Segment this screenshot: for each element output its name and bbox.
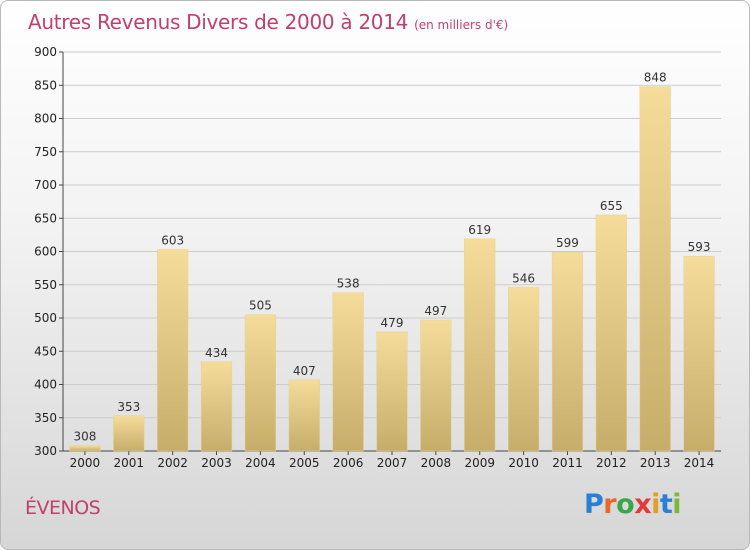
bar-value-label: 353 <box>117 400 140 414</box>
bar <box>420 319 452 452</box>
x-tick-label: 2010 <box>508 456 539 470</box>
chart-unit: (en milliers d'€) <box>414 18 509 32</box>
bar <box>595 214 627 452</box>
y-tick-label: 300 <box>34 444 57 458</box>
x-tick-label: 2011 <box>552 456 583 470</box>
x-tick-label: 2003 <box>201 456 232 470</box>
tick-labels: 300 350 400 450 500 550 600 650 700 750 800 850 900 2… <box>34 45 714 470</box>
bar-value-label: 308 <box>73 430 96 444</box>
logo-letter: i <box>672 489 682 520</box>
y-tick-label: 450 <box>34 344 57 358</box>
chart-title-block: Autres Revenus Divers de 2000 à 2014 (en … <box>28 10 508 34</box>
bar <box>200 361 233 452</box>
bar <box>332 292 364 452</box>
bar-value-label: 603 <box>161 234 184 248</box>
bar-value-label: 619 <box>468 223 491 237</box>
bar <box>683 255 715 452</box>
bar <box>288 379 320 452</box>
x-tick-label: 2009 <box>464 456 495 470</box>
bar-value-label: 655 <box>600 199 623 213</box>
bar-value-label: 599 <box>556 236 579 250</box>
x-tick-label: 2012 <box>596 456 627 470</box>
bar-value-label: 848 <box>644 71 667 85</box>
logo-letter: r <box>603 489 617 520</box>
bar-value-label: 505 <box>249 299 272 313</box>
bar <box>639 86 671 452</box>
x-tick-label: 2002 <box>157 456 188 470</box>
bar-value-label: 593 <box>688 240 711 254</box>
bar <box>244 314 277 452</box>
bar-value-label: 538 <box>337 277 360 291</box>
x-tick-label: 2007 <box>377 456 408 470</box>
y-tick-label: 750 <box>34 145 57 159</box>
bar-value-label: 407 <box>293 364 316 378</box>
logo-letter: i <box>651 489 660 520</box>
x-tick-label: 2005 <box>289 456 320 470</box>
bar-value-label: 497 <box>424 304 447 318</box>
x-tick-label: 2014 <box>684 456 715 470</box>
y-tick-label: 500 <box>34 311 57 325</box>
bars <box>69 86 715 452</box>
y-tick-label: 850 <box>34 78 57 92</box>
x-tick-label: 2000 <box>70 456 101 470</box>
place-name: ÉVENOS <box>25 497 101 519</box>
y-tick-label: 800 <box>34 112 57 126</box>
y-tick-label: 900 <box>34 45 57 59</box>
logo-letter: x <box>634 489 652 520</box>
y-tick-label: 550 <box>34 278 57 292</box>
y-tick-label: 650 <box>34 211 57 225</box>
logo-letter: t <box>659 489 673 520</box>
y-tick-label: 700 <box>34 178 57 192</box>
y-tick-label: 350 <box>34 411 57 425</box>
proxiti-logo[interactable]: Proxiti <box>584 489 682 520</box>
x-tick-label: 2004 <box>245 456 276 470</box>
bar <box>376 331 408 452</box>
bar-value-label: 434 <box>205 346 228 360</box>
bar <box>69 445 101 452</box>
x-tick-label: 2013 <box>640 456 671 470</box>
x-tick-label: 2006 <box>333 456 364 470</box>
y-tick-label: 600 <box>34 245 57 259</box>
y-tick-label: 400 <box>34 378 57 392</box>
bar <box>507 287 540 452</box>
x-tick-label: 2001 <box>114 456 145 470</box>
value-labels: 308 353 603 434 505 407 538 479 497 619 546 599 655 8… <box>73 71 710 444</box>
bar <box>113 415 145 452</box>
x-tick-label: 2008 <box>421 456 452 470</box>
chart-title: Autres Revenus Divers de 2000 à 2014 <box>28 10 409 34</box>
bar <box>157 249 189 452</box>
bar-value-label: 546 <box>512 271 535 285</box>
logo-letter: o <box>616 489 635 520</box>
bar <box>464 238 496 452</box>
bar <box>551 251 584 452</box>
logo-letter: P <box>584 489 604 520</box>
bar-value-label: 479 <box>381 316 404 330</box>
